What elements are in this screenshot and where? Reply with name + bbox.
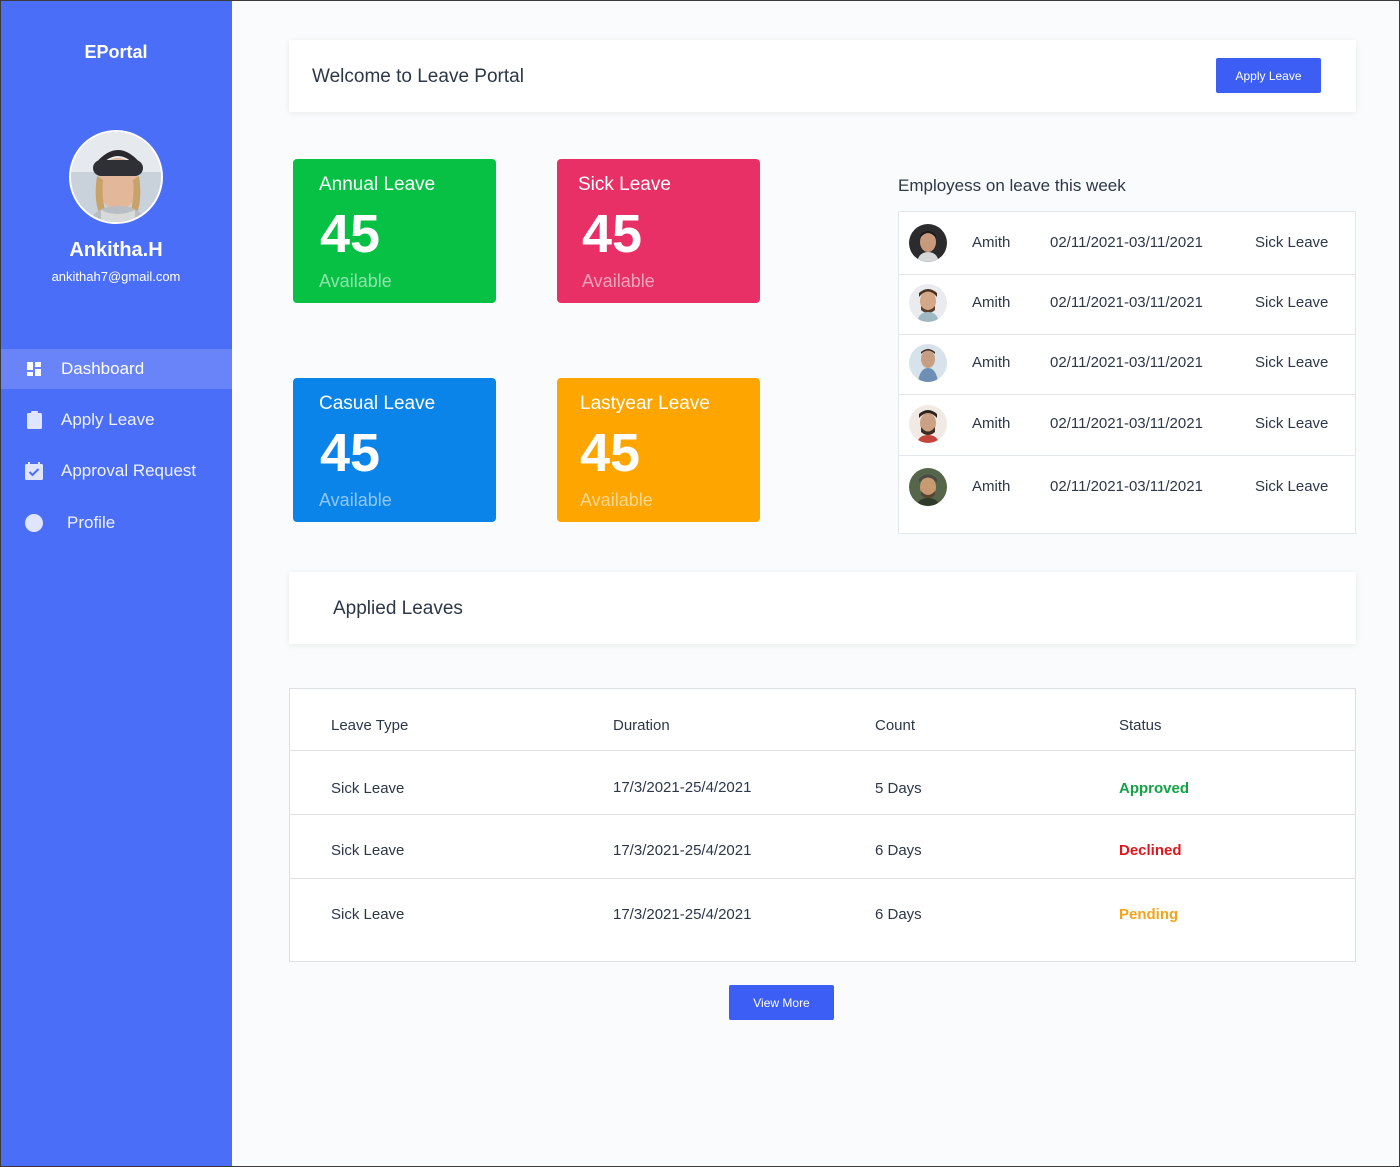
status-badge: Declined (1119, 842, 1182, 859)
employee-avatar (909, 405, 947, 443)
leave-dates: 02/11/2021-03/11/2021 (1050, 478, 1203, 495)
cell-duration: 17/3/2021-25/4/2021 (613, 842, 752, 859)
user-circle-icon (25, 514, 43, 532)
welcome-header: Welcome to Leave Portal Apply Leave (289, 40, 1356, 112)
employees-on-leave-list: Amith 02/11/2021-03/11/2021 Sick Leave A… (898, 211, 1356, 534)
employee-name: Amith (972, 354, 1011, 371)
avatar[interactable] (69, 130, 163, 224)
leave-type: Sick Leave (1255, 415, 1329, 432)
table-row[interactable]: Sick Leave 17/3/2021-25/4/2021 5 Days Ap… (290, 751, 1355, 815)
sidebar-item-apply-leave[interactable]: Apply Leave (0, 400, 232, 440)
card-value: 45 (580, 423, 641, 483)
dashboard-icon (25, 360, 43, 378)
list-item[interactable]: Amith 02/11/2021-03/11/2021 Sick Leave (899, 212, 1355, 275)
cell-count: 5 Days (875, 780, 922, 797)
cell-leave-type: Sick Leave (331, 780, 405, 797)
sidebar-item-dashboard[interactable]: Dashboard (0, 349, 232, 389)
leave-type: Sick Leave (1255, 478, 1329, 495)
leave-dates: 02/11/2021-03/11/2021 (1050, 354, 1203, 371)
sidebar-item-label: Dashboard (61, 359, 145, 378)
employee-avatar (909, 344, 947, 382)
clipboard-icon (25, 411, 43, 429)
card-value: 45 (320, 423, 381, 483)
employee-name: Amith (972, 294, 1011, 311)
card-caption: Available (319, 490, 392, 510)
view-more-button[interactable]: View More (729, 985, 834, 1020)
column-header-status[interactable]: Status (1119, 717, 1162, 734)
leave-type: Sick Leave (1255, 234, 1329, 251)
brand-logo[interactable]: EPortal (84, 42, 148, 62)
sidebar-item-label: Approval Request (61, 461, 197, 480)
column-header-leave-type[interactable]: Leave Type (331, 717, 409, 734)
employee-name: Amith (972, 234, 1011, 251)
cell-leave-type: Sick Leave (331, 842, 405, 859)
list-item[interactable]: Amith 02/11/2021-03/11/2021 Sick Leave (899, 272, 1355, 335)
sidebar-item-label: Profile (67, 513, 116, 532)
table-row[interactable]: Sick Leave 17/3/2021-25/4/2021 6 Days Pe… (290, 879, 1355, 961)
apply-leave-button[interactable]: Apply Leave (1216, 58, 1321, 93)
applied-leaves-table: Leave Type Duration Count Status Sick Le… (289, 688, 1356, 962)
card-caption: Available (580, 490, 653, 510)
leave-type: Sick Leave (1255, 354, 1329, 371)
employees-on-leave-title: Employess on leave this week (898, 176, 1126, 195)
card-title: Annual Leave (319, 174, 436, 195)
card-value: 45 (582, 204, 643, 264)
annual-leave-card[interactable]: Annual Leave 45 Available (293, 159, 496, 303)
column-header-count[interactable]: Count (875, 717, 916, 734)
card-title: Casual Leave (319, 393, 436, 414)
card-value: 45 (320, 204, 381, 264)
lastyear-leave-card[interactable]: Lastyear Leave 45 Available (557, 378, 760, 522)
sidebar-item-label: Apply Leave (61, 410, 155, 429)
employee-avatar (909, 284, 947, 322)
user-email: ankithah7@gmail.com (51, 269, 181, 284)
calendar-check-icon (25, 462, 43, 480)
list-item[interactable]: Amith 02/11/2021-03/11/2021 Sick Leave (899, 456, 1355, 519)
sidebar-item-approval-request[interactable]: Approval Request (0, 451, 232, 491)
page-title: Welcome to Leave Portal (312, 66, 524, 87)
leave-dates: 02/11/2021-03/11/2021 (1050, 415, 1203, 432)
section-title: Applied Leaves (333, 598, 463, 619)
list-item[interactable]: Amith 02/11/2021-03/11/2021 Sick Leave (899, 393, 1355, 456)
list-item[interactable]: Amith 02/11/2021-03/11/2021 Sick Leave (899, 332, 1355, 395)
sick-leave-card[interactable]: Sick Leave 45 Available (557, 159, 760, 303)
user-name: Ankitha.H (69, 239, 163, 261)
leave-dates: 02/11/2021-03/11/2021 (1050, 294, 1203, 311)
employee-name: Amith (972, 415, 1011, 432)
leave-type: Sick Leave (1255, 294, 1329, 311)
card-title: Sick Leave (578, 174, 671, 195)
cell-duration: 17/3/2021-25/4/2021 (613, 906, 752, 923)
column-header-duration[interactable]: Duration (613, 717, 670, 734)
sidebar-item-profile[interactable]: Profile (0, 503, 232, 543)
card-caption: Available (582, 271, 655, 291)
leave-dates: 02/11/2021-03/11/2021 (1050, 234, 1203, 251)
cell-count: 6 Days (875, 906, 922, 923)
casual-leave-card[interactable]: Casual Leave 45 Available (293, 378, 496, 522)
cell-leave-type: Sick Leave (331, 906, 405, 923)
status-badge: Approved (1119, 780, 1190, 797)
table-row[interactable]: Sick Leave 17/3/2021-25/4/2021 6 Days De… (290, 815, 1355, 879)
cell-duration: 17/3/2021-25/4/2021 (613, 779, 752, 796)
employee-avatar (909, 468, 947, 506)
employee-name: Amith (972, 478, 1011, 495)
status-badge: Pending (1119, 906, 1179, 923)
applied-leaves-header: Applied Leaves (289, 572, 1356, 644)
cell-count: 6 Days (875, 842, 922, 859)
card-title: Lastyear Leave (580, 393, 710, 414)
employee-avatar (909, 224, 947, 262)
sidebar: EPortal Ankitha.H ankithah7@gmail.com Da… (0, 0, 232, 1167)
table-header: Leave Type Duration Count Status (290, 689, 1355, 751)
card-caption: Available (319, 271, 392, 291)
